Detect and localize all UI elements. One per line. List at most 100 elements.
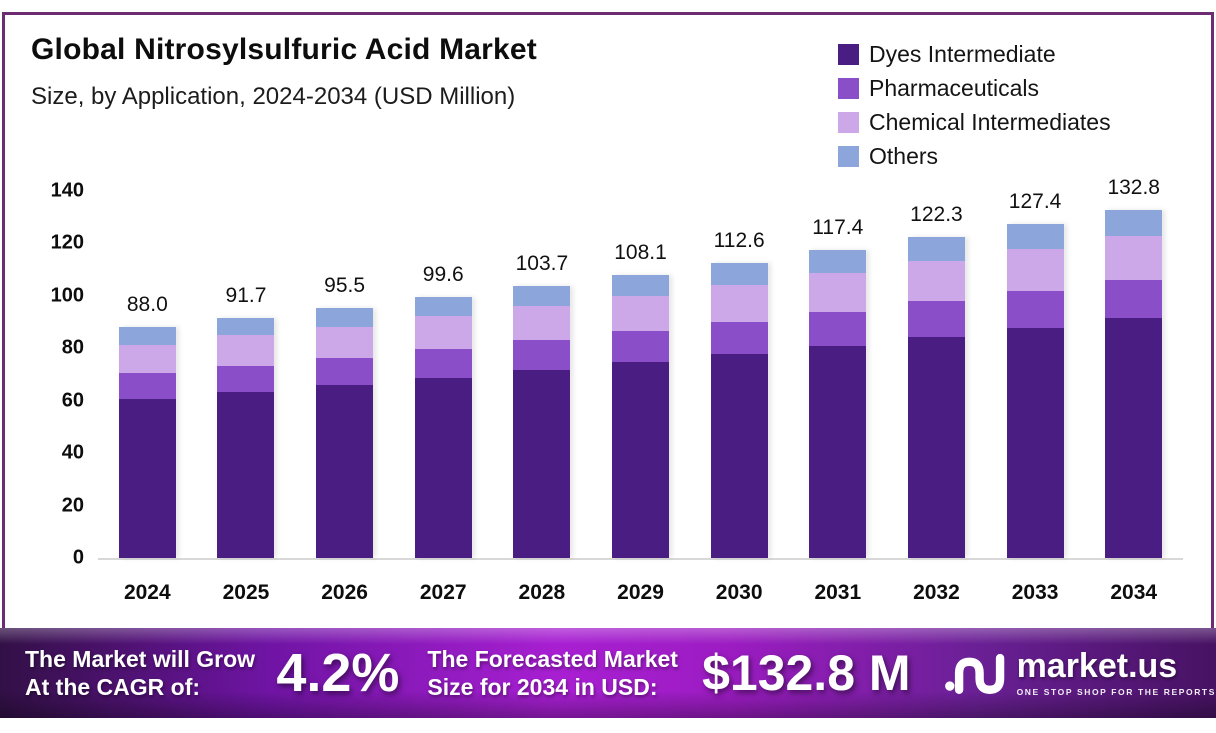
bar-slot-2030: 112.6 <box>690 193 789 558</box>
x-axis-label-2024: 2024 <box>123 581 171 604</box>
bar-segment-dyes-intermediate <box>414 377 472 558</box>
legend-swatch-chemical-intermediates <box>838 112 859 133</box>
bar-total-label-2028: 103.7 <box>515 252 569 276</box>
y-axis-tick-20: 20 <box>61 494 84 517</box>
plot-area: 0 20 40 60 80 100 120 140 88.0 91.7 95.5 99.6 103.7 1… <box>51 176 1183 569</box>
bar-segment-pharmaceuticals <box>1006 290 1064 328</box>
legend-swatch-dyes-intermediate <box>838 44 859 65</box>
x-axis-labels: 2024 2025 2026 2027 2028 2029 2030 2031 2032 2033… <box>98 581 1183 605</box>
cagr-caption: The Market will Grow At the CAGR of: <box>25 645 256 700</box>
x-axis-label-2025: 2025 <box>222 581 270 604</box>
y-axis-tick-60: 60 <box>61 389 84 412</box>
bar-slot-2031: 117.4 <box>788 193 887 558</box>
bar-segment-chemical-intermediates <box>414 316 472 350</box>
bar-2030 <box>710 262 768 558</box>
y-axis-tick-0: 0 <box>72 546 84 569</box>
bar-segment-others <box>316 307 374 327</box>
y-axis-tick-120: 120 <box>50 231 84 254</box>
legend-item-pharmaceuticals: Pharmaceuticals <box>838 75 1111 102</box>
bar-segment-dyes-intermediate <box>907 336 965 558</box>
marketus-logo-icon <box>944 653 1004 694</box>
bar-2026 <box>316 307 374 558</box>
bar-segment-pharmaceuticals <box>710 321 768 355</box>
bar-slot-2027: 99.6 <box>394 193 493 558</box>
bar-segment-pharmaceuticals <box>217 365 275 393</box>
bar-segment-others <box>907 237 965 262</box>
bar-total-label-2024: 88.0 <box>126 293 168 317</box>
brand-tagline: ONE STOP SHOP FOR THE REPORTS <box>1016 687 1216 697</box>
x-axis-label-2027: 2027 <box>419 581 467 604</box>
bar-segment-others <box>612 274 670 296</box>
bar-segment-pharmaceuticals <box>1105 279 1163 318</box>
legend-item-chemical-intermediates: Chemical Intermediates <box>838 109 1111 136</box>
x-axis-label-2030: 2030 <box>715 581 763 604</box>
bar-total-label-2025: 91.7 <box>225 283 267 307</box>
bar-segment-chemical-intermediates <box>1006 249 1064 291</box>
x-axis-label-2028: 2028 <box>518 581 566 604</box>
bar-segment-others <box>809 250 867 274</box>
bar-segment-pharmaceuticals <box>612 331 670 363</box>
bar-segment-dyes-intermediate <box>809 345 867 558</box>
bar-segment-dyes-intermediate <box>612 362 670 558</box>
bar-segment-pharmaceuticals <box>513 340 571 371</box>
marketus-logo: market.us ONE STOP SHOP FOR THE REPORTS <box>943 646 1216 700</box>
bar-segment-others <box>1105 209 1163 237</box>
y-axis-tick-40: 40 <box>61 441 84 464</box>
chart-card: Global Nitrosylsulfuric Acid Market Size… <box>2 12 1214 628</box>
legend-swatch-others <box>838 146 859 167</box>
bar-segment-chemical-intermediates <box>513 306 571 341</box>
bar-segment-dyes-intermediate <box>217 392 275 558</box>
bar-segment-pharmaceuticals <box>414 349 472 378</box>
bar-2031 <box>809 250 867 558</box>
bar-2034 <box>1105 209 1163 558</box>
bar-slot-2026: 95.5 <box>295 193 394 558</box>
bar-segment-chemical-intermediates <box>217 335 275 366</box>
x-axis-label-2026: 2026 <box>321 581 368 604</box>
bar-slot-2024: 88.0 <box>98 193 197 558</box>
bar-slot-2029: 108.1 <box>591 193 690 558</box>
bar-slot-2034: 132.8 <box>1084 176 1183 558</box>
y-axis-tick-140: 140 <box>50 179 84 202</box>
marketus-logo-text: market.us ONE STOP SHOP FOR THE REPORTS <box>1017 649 1216 697</box>
x-axis-label-2031: 2031 <box>814 581 862 604</box>
x-axis-label-2034: 2034 <box>1110 581 1158 604</box>
bar-segment-pharmaceuticals <box>907 301 965 337</box>
bar-segment-dyes-intermediate <box>513 370 571 558</box>
legend-swatch-pharmaceuticals <box>838 78 859 99</box>
x-axis-label-2033: 2033 <box>1011 581 1059 604</box>
y-axis-tick-80: 80 <box>61 336 84 359</box>
bar-2032 <box>907 237 965 558</box>
page-subtitle: Size, by Application, 2024-2034 (USD Mil… <box>31 83 516 110</box>
bar-segment-dyes-intermediate <box>118 398 176 558</box>
bar-segment-pharmaceuticals <box>118 373 176 399</box>
bar-segment-others <box>217 317 275 336</box>
bar-segment-others <box>710 262 768 285</box>
bar-total-label-2029: 108.1 <box>614 240 667 264</box>
bar-segment-dyes-intermediate <box>1006 327 1064 558</box>
bar-segment-chemical-intermediates <box>316 326 374 358</box>
bar-segment-others <box>118 327 176 345</box>
bar-total-label-2033: 127.4 <box>1008 190 1062 214</box>
bar-segment-dyes-intermediate <box>710 354 768 558</box>
bar-total-label-2027: 99.6 <box>422 262 464 286</box>
bar-segment-dyes-intermediate <box>316 385 374 558</box>
bar-segment-chemical-intermediates <box>907 261 965 302</box>
bar-segment-others <box>513 286 571 307</box>
bar-segment-chemical-intermediates <box>118 344 176 374</box>
bar-2029 <box>612 274 670 558</box>
legend-item-others: Others <box>838 143 1111 170</box>
bar-segment-chemical-intermediates <box>809 273 867 312</box>
bar-total-label-2031: 117.4 <box>812 216 864 240</box>
bar-2024 <box>118 327 176 558</box>
bar-segment-others <box>414 296 472 317</box>
x-axis-label-2032: 2032 <box>913 581 960 604</box>
forecast-caption: The Forecasted Market Size for 2034 in U… <box>427 645 678 700</box>
legend: Dyes Intermediate Pharmaceuticals Chemic… <box>838 41 1111 170</box>
bar-2028 <box>513 286 571 558</box>
bar-2033 <box>1006 224 1064 558</box>
bar-series: 88.0 91.7 95.5 99.6 103.7 108.1 112.6 117.4 122.… <box>98 176 1183 558</box>
page-title: Global Nitrosylsulfuric Acid Market <box>31 33 537 66</box>
bar-segment-dyes-intermediate <box>1105 317 1163 558</box>
bar-slot-2028: 103.7 <box>493 193 592 558</box>
